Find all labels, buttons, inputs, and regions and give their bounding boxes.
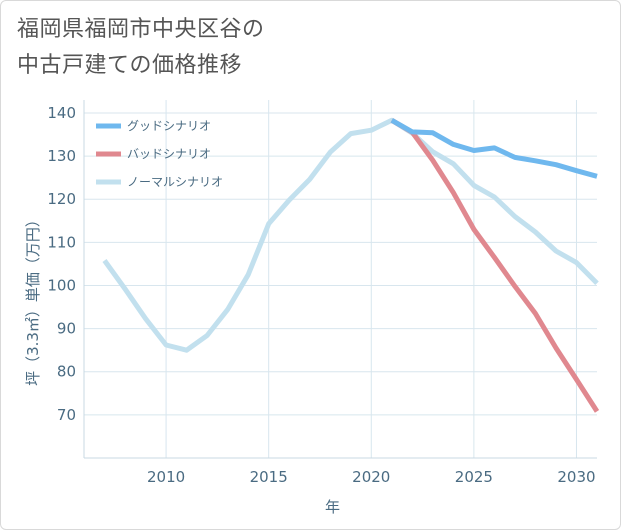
y-tick-label-130: 130	[47, 147, 76, 165]
y-tick-label-120: 120	[47, 190, 76, 208]
series-line-good	[390, 118, 598, 179]
x-tick-label-2025: 2025	[455, 468, 493, 486]
plot-border	[83, 100, 597, 459]
series-line-bad	[390, 118, 600, 413]
legend-label-good: グッドシナリオ	[127, 119, 211, 133]
chart-title-line2: 中古戸建ての価格推移	[17, 53, 243, 78]
legend-label-bad: バッドシナリオ	[127, 147, 211, 161]
x-tick-label-2010: 2010	[147, 468, 185, 486]
y-tick-label-110: 110	[47, 233, 76, 251]
y-tick-label-80: 80	[57, 363, 76, 381]
y-tick-label-100: 100	[47, 276, 76, 294]
series-lines	[102, 117, 600, 413]
y-tick-label-70: 70	[57, 406, 76, 424]
chart-title: 福岡県福岡市中央区谷の 中古戸建ての価格推移	[17, 12, 265, 84]
chart-title-line1: 福岡県福岡市中央区谷の	[17, 17, 265, 42]
x-tick-labels: 2010 2015 2020 2025 2030	[147, 468, 596, 486]
y-tick-label-140: 140	[47, 104, 76, 122]
legend-label-normal: ノーマルシナリオ	[127, 175, 223, 189]
x-tick-label-2015: 2015	[250, 468, 288, 486]
y-tick-label-90: 90	[57, 320, 76, 338]
series-line-normal	[102, 117, 599, 353]
x-tick-label-2030: 2030	[557, 468, 595, 486]
x-tick-label-2020: 2020	[352, 468, 390, 486]
grid-lines	[84, 100, 597, 458]
y-axis-title: 坪（3.3㎡）単価（万円）	[24, 212, 42, 386]
y-tick-labels: 70 80 90 100 110 120 130 140	[47, 104, 76, 424]
x-axis-title: 年	[325, 498, 340, 516]
